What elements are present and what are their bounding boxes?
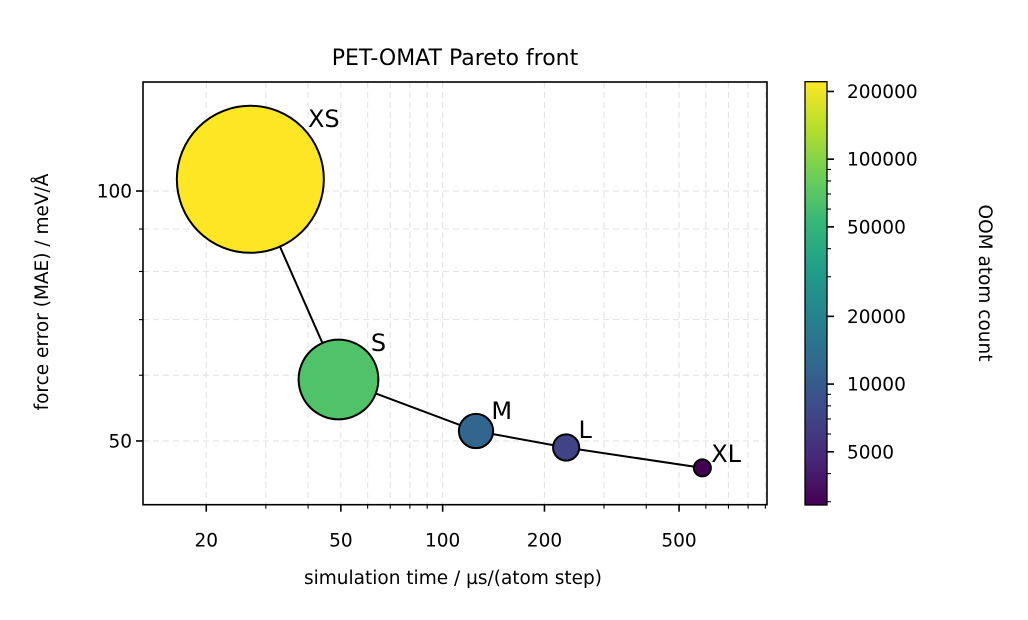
colorbar-tick-label: 20000 (847, 307, 906, 328)
x-tick-label: 500 (661, 531, 696, 552)
point-label-l: L (578, 416, 592, 444)
marker-l (552, 433, 581, 462)
x-axis-ticks: 20 50 100 200 500 (194, 504, 766, 552)
colorbar-tick-label: 50000 (847, 217, 906, 238)
marker-xs (175, 104, 325, 254)
chart-title: PET-OMAT Pareto front (332, 46, 579, 71)
point-label-xs: XS (308, 105, 340, 133)
point-label-s: S (371, 329, 386, 357)
y-axis-label: force error (MAE) / meV/Å (31, 173, 53, 410)
marker-xl (692, 458, 712, 478)
point-label-m: M (491, 397, 512, 425)
x-tick-label: 100 (425, 531, 460, 552)
colorbar-tick-label: 100000 (847, 150, 918, 171)
x-tick-label: 20 (194, 531, 218, 552)
x-tick-label: 200 (527, 531, 562, 552)
colorbar-tick-label: 10000 (847, 375, 906, 396)
plot-frame (142, 81, 768, 506)
marker-s (297, 338, 380, 421)
colorbar-label: OOM atom count (974, 205, 995, 362)
point-labels: XS S M L XL (308, 105, 742, 468)
colorbar-tick-label: 5000 (847, 442, 894, 463)
markers (175, 104, 712, 478)
y-axis-ticks: 50 100 (97, 182, 143, 452)
x-axis-label: simulation time / µs/(atom step) (304, 568, 602, 589)
colorbar-tick-label: 200000 (847, 82, 918, 103)
colorbar-ticks: 5000 10000 20000 50000 100000 200000 (827, 82, 918, 503)
y-tick-label: 50 (108, 431, 132, 452)
point-label-xl: XL (711, 440, 741, 468)
marker-m (457, 412, 495, 450)
y-tick-label: 100 (97, 182, 132, 203)
colorbar (804, 81, 828, 506)
x-tick-label: 50 (329, 531, 353, 552)
grid (143, 82, 767, 505)
